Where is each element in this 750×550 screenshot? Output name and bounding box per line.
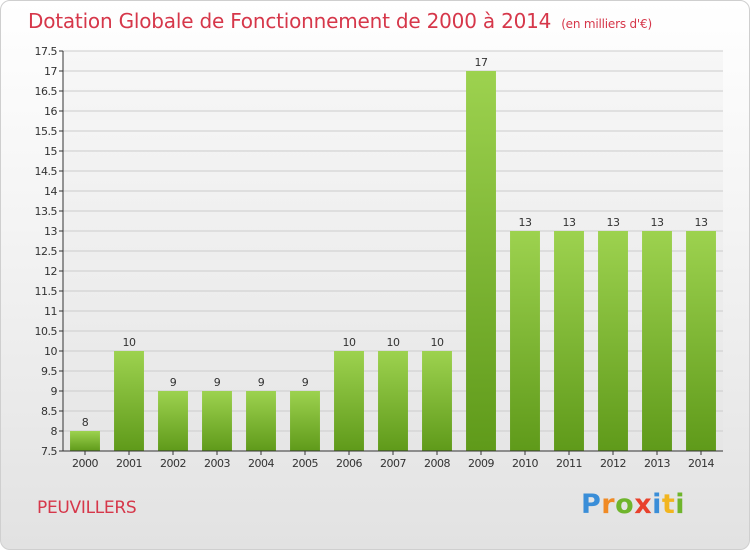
y-tick-label: 17.5 — [35, 45, 58, 58]
bar — [642, 231, 672, 451]
y-tick-label: 13 — [44, 225, 57, 238]
y-tick-label: 7.5 — [41, 445, 57, 458]
data-label: 10 — [387, 336, 400, 349]
data-label: 10 — [431, 336, 444, 349]
y-tick-label: 17 — [44, 65, 57, 78]
bar — [466, 71, 496, 451]
y-tick-label: 14 — [44, 185, 57, 198]
data-label: 9 — [214, 376, 221, 389]
x-tick-label: 2004 — [248, 457, 274, 470]
x-tick-label: 2011 — [556, 457, 582, 470]
bar — [422, 351, 452, 451]
bar — [334, 351, 364, 451]
data-label: 13 — [695, 216, 708, 229]
x-tick-label: 2013 — [644, 457, 670, 470]
y-tick-label: 9.5 — [41, 365, 57, 378]
chart-title: Dotation Globale de Fonctionnement de 20… — [28, 9, 652, 33]
bar — [378, 351, 408, 451]
proxiti-logo: Proxiti — [581, 489, 686, 520]
data-label: 9 — [170, 376, 177, 389]
y-tick-label: 15.5 — [35, 125, 58, 138]
data-label: 8 — [82, 416, 89, 429]
y-tick-label: 12 — [44, 265, 57, 278]
data-label: 13 — [563, 216, 576, 229]
bar — [70, 431, 100, 451]
y-tick-label: 14.5 — [35, 165, 58, 178]
data-label: 10 — [123, 336, 136, 349]
bar — [158, 391, 188, 451]
x-tick-label: 2002 — [160, 457, 186, 470]
bar — [510, 231, 540, 451]
x-tick-label: 2005 — [292, 457, 318, 470]
y-tick-label: 11.5 — [35, 285, 58, 298]
x-tick-label: 2014 — [688, 457, 714, 470]
bar — [598, 231, 628, 451]
x-tick-label: 2001 — [116, 457, 142, 470]
chart-title-text: Dotation Globale de Fonctionnement de 20… — [28, 9, 552, 33]
bar — [554, 231, 584, 451]
bar — [202, 391, 232, 451]
y-tick-label: 8 — [51, 425, 58, 438]
y-tick-label: 16.5 — [35, 85, 58, 98]
chart-subtitle: (en milliers d'€) — [561, 17, 652, 31]
data-label: 10 — [343, 336, 356, 349]
bar — [686, 231, 716, 451]
data-label: 13 — [607, 216, 620, 229]
y-tick-label: 12.5 — [35, 245, 58, 258]
x-tick-label: 2009 — [468, 457, 494, 470]
x-tick-label: 2012 — [600, 457, 626, 470]
bar — [290, 391, 320, 451]
y-tick-label: 15 — [44, 145, 57, 158]
y-tick-label: 16 — [44, 105, 57, 118]
y-tick-label: 10 — [44, 345, 57, 358]
y-tick-label: 10.5 — [35, 325, 58, 338]
place-name: PEUVILLERS — [37, 498, 137, 518]
bar — [114, 351, 144, 451]
x-tick-label: 2000 — [72, 457, 98, 470]
data-label: 17 — [475, 56, 488, 69]
x-tick-label: 2007 — [380, 457, 406, 470]
y-tick-label: 8.5 — [41, 405, 57, 418]
data-label: 9 — [302, 376, 309, 389]
data-label: 13 — [651, 216, 664, 229]
data-label: 9 — [258, 376, 265, 389]
bar — [246, 391, 276, 451]
x-tick-label: 2003 — [204, 457, 230, 470]
x-tick-label: 2010 — [512, 457, 538, 470]
y-tick-label: 13.5 — [35, 205, 58, 218]
x-tick-label: 2006 — [336, 457, 362, 470]
y-tick-label: 9 — [51, 385, 58, 398]
y-tick-label: 11 — [44, 305, 57, 318]
data-label: 13 — [519, 216, 532, 229]
x-tick-label: 2008 — [424, 457, 450, 470]
